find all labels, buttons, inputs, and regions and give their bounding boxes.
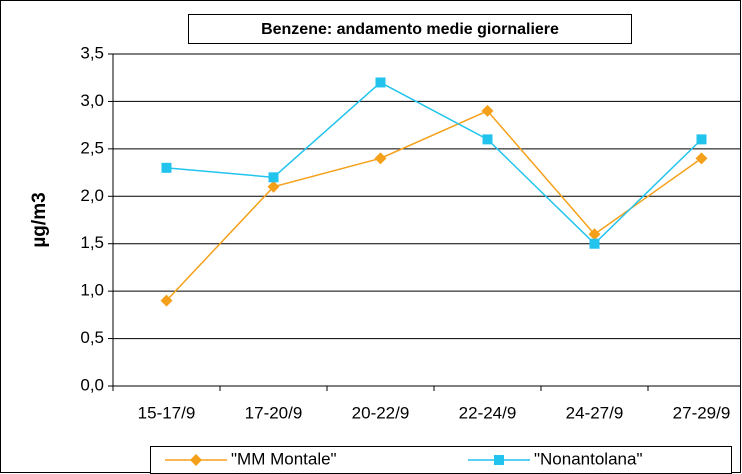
marker bbox=[374, 152, 387, 165]
marker bbox=[696, 134, 707, 145]
marker bbox=[160, 294, 173, 307]
title-box bbox=[188, 14, 632, 44]
marker bbox=[268, 172, 279, 183]
y-tick-label: 1,5 bbox=[80, 233, 104, 252]
x-tick-label: 27-29/9 bbox=[673, 403, 731, 422]
y-axis-label: µg/m3 bbox=[29, 192, 50, 247]
legend-marker bbox=[190, 454, 202, 466]
x-tick-label: 22-24/9 bbox=[459, 403, 517, 422]
marker bbox=[375, 77, 386, 88]
legend-box bbox=[150, 446, 732, 474]
legend-label: "MM Montale" bbox=[231, 449, 337, 468]
marker bbox=[482, 134, 493, 145]
marker bbox=[267, 180, 280, 193]
legend-marker bbox=[494, 455, 504, 465]
x-tick-label: 17-20/9 bbox=[245, 403, 303, 422]
y-tick-label: 0,5 bbox=[80, 328, 104, 347]
legend-label: "Nonantolana" bbox=[534, 449, 642, 468]
y-tick-label: 3,0 bbox=[80, 91, 104, 110]
y-tick-label: 1,0 bbox=[80, 281, 104, 300]
chart-title: Benzene: andamento medie giornaliere bbox=[261, 21, 559, 38]
y-tick-label: 0,0 bbox=[80, 375, 104, 394]
marker bbox=[161, 162, 172, 173]
y-tick-label: 2,5 bbox=[80, 138, 104, 157]
series-line bbox=[165, 110, 702, 302]
series-line bbox=[166, 81, 703, 245]
x-tick-label: 20-22/9 bbox=[352, 403, 410, 422]
y-tick-label: 3,5 bbox=[80, 43, 104, 62]
marker bbox=[589, 238, 600, 249]
marker bbox=[588, 228, 601, 241]
y-tick-label: 2,0 bbox=[80, 186, 104, 205]
marker bbox=[695, 152, 708, 165]
marker bbox=[481, 104, 494, 117]
x-tick-label: 24-27/9 bbox=[566, 403, 624, 422]
x-tick-label: 15-17/9 bbox=[138, 403, 196, 422]
